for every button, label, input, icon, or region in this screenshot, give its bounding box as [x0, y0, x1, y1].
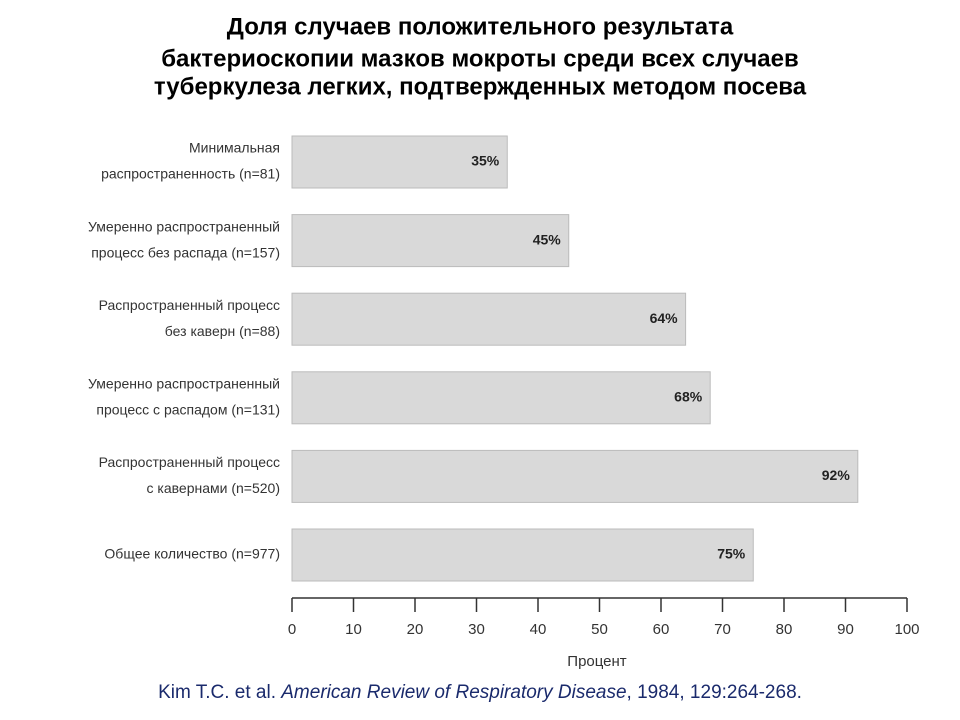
y-tick-label: процесс без распада (n=157)	[91, 244, 280, 260]
y-tick-label: распространенность (n=81)	[101, 166, 280, 182]
chart-title: Доля случаев положительного результата	[227, 13, 734, 40]
x-tick-label: 80	[776, 621, 793, 638]
value-label: 75%	[717, 546, 746, 562]
x-tick-label: 100	[894, 621, 919, 638]
y-tick-label: с кавернами (n=520)	[147, 480, 280, 496]
y-tick-label: Распространенный процесс	[99, 297, 280, 313]
bar	[291, 371, 711, 425]
x-axis-label: Процент	[567, 653, 627, 670]
x-tick-label: 10	[345, 621, 362, 638]
x-tick-label: 40	[530, 621, 547, 638]
source: Kim T.C. et al. American Review of Respi…	[0, 682, 960, 704]
value-label: 35%	[471, 153, 500, 169]
chart: Доля случаев положительного результата ба…	[88, 13, 919, 670]
source-journal: American Review of Respiratory Disease	[281, 682, 627, 703]
y-tick-label: без каверн (n=88)	[165, 323, 280, 339]
value-label: 64%	[650, 310, 679, 326]
bar	[291, 449, 859, 503]
y-tick-label: Минимальная	[189, 140, 280, 156]
bar	[291, 135, 508, 189]
y-tick-label: процесс с распадом (n=131)	[96, 402, 280, 418]
x-tick-label: 50	[591, 621, 608, 638]
value-label: 68%	[674, 389, 703, 405]
x-tick-label: 90	[837, 621, 854, 638]
bar	[291, 528, 754, 582]
y-tick-label: Общее количество (n=977)	[104, 546, 280, 562]
source-text: , 1984, 129:264-268.	[626, 682, 802, 703]
x-tick-label: 60	[653, 621, 670, 638]
value-label: 45%	[533, 231, 562, 247]
x-tick-label: 30	[468, 621, 485, 638]
bar	[291, 292, 687, 346]
chart-title: бактериоскопии мазков мокроты среди всех…	[161, 45, 799, 72]
y-tick-label: Умеренно распространенный	[88, 376, 280, 392]
x-tick-label: 20	[407, 621, 424, 638]
source-text: Kim T.C. et al.	[158, 682, 282, 703]
y-tick-label: Распространенный процесс	[99, 454, 280, 470]
bar	[291, 214, 570, 268]
value-label: 92%	[822, 467, 851, 483]
chart-title: туберкулеза легких, подтвержденных метод…	[154, 73, 807, 100]
x-tick-label: 70	[714, 621, 731, 638]
x-tick-label: 0	[288, 621, 296, 638]
y-tick-label: Умеренно распространенный	[88, 218, 280, 234]
